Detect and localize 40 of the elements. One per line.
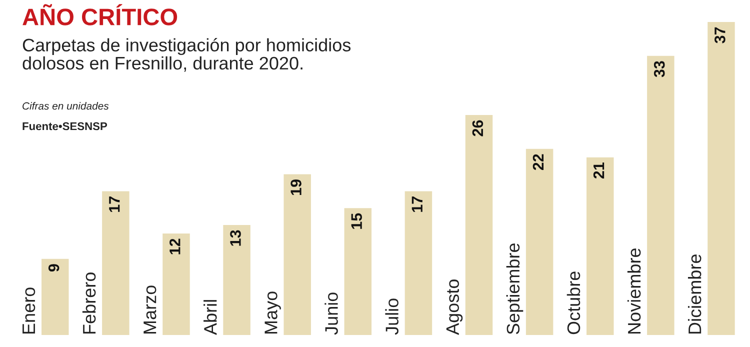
x-tick-label: Marzo bbox=[144, 286, 156, 334]
bar bbox=[162, 233, 190, 335]
x-tick-label: Septiembre bbox=[506, 243, 524, 334]
x-tick-label: Enero bbox=[22, 288, 36, 334]
text: Carpetas de investigación por homicidios dolosos en Fresnillo, durante 2020. bbox=[22, 38, 351, 72]
data-label: 12 bbox=[170, 238, 180, 254]
chart-title: AÑO CRÍTICO bbox=[22, 4, 178, 26]
bar bbox=[586, 157, 614, 335]
data-label: 21 bbox=[593, 162, 604, 179]
bar bbox=[465, 115, 493, 335]
bar bbox=[344, 208, 372, 335]
data-label: 22 bbox=[532, 154, 544, 170]
data-label: 15 bbox=[351, 213, 362, 229]
data-label: 9 bbox=[48, 264, 60, 272]
bar bbox=[41, 258, 69, 335]
data-label: 33 bbox=[654, 61, 665, 78]
annotation: Fuente•SESNSP bbox=[22, 122, 108, 130]
x-tick-label: Mayo bbox=[264, 292, 281, 334]
x-tick-label: Abril bbox=[204, 300, 217, 335]
x-tick-label: Noviembre bbox=[627, 248, 641, 334]
bar bbox=[708, 22, 735, 335]
x-tick-label: Agosto bbox=[446, 280, 463, 335]
bar bbox=[284, 174, 311, 335]
x-tick-label: Diciembre bbox=[688, 254, 702, 334]
x-tick-label: Julio bbox=[385, 298, 398, 335]
data-label: 19 bbox=[290, 180, 302, 195]
data-label: 37 bbox=[714, 27, 726, 44]
data-label: 13 bbox=[230, 230, 241, 246]
bar bbox=[102, 191, 130, 335]
data-label: 17 bbox=[412, 196, 422, 212]
x-tick-label: Febrero bbox=[82, 272, 96, 334]
bar bbox=[223, 225, 250, 335]
data-label: 17 bbox=[109, 196, 120, 212]
x-tick-label: Octubre bbox=[566, 272, 580, 334]
bar bbox=[647, 56, 674, 335]
x-tick-label: Junio bbox=[324, 292, 338, 335]
bar bbox=[404, 191, 432, 335]
annotation: Cifras en unidades bbox=[22, 102, 109, 110]
bar bbox=[526, 148, 554, 335]
data-label: 26 bbox=[472, 120, 484, 136]
